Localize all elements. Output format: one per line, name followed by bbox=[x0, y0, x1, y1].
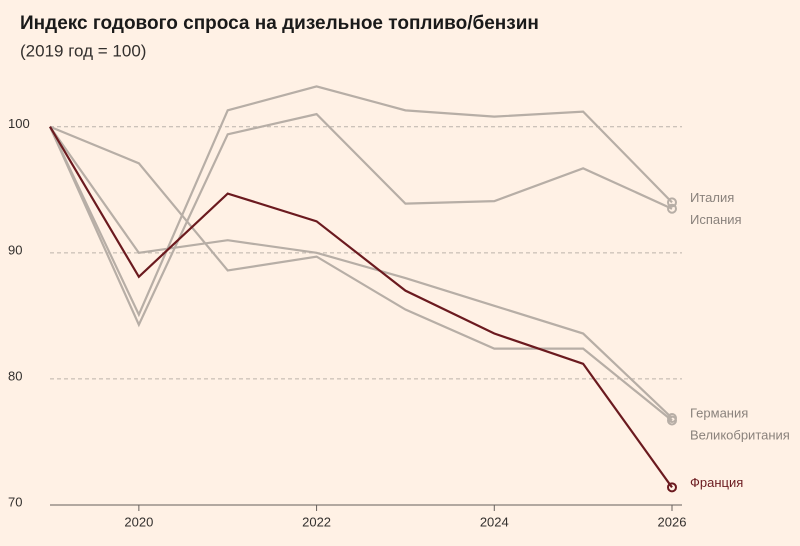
series-line bbox=[49, 85, 673, 318]
series-label: Италия bbox=[690, 190, 734, 205]
end-marker bbox=[667, 415, 677, 426]
series-line bbox=[48, 112, 673, 328]
series-line bbox=[49, 126, 673, 488]
chart-title: Индекс годового спроса на дизельное топл… bbox=[20, 13, 539, 34]
series-label: Франция bbox=[690, 475, 743, 490]
series-label: Испания bbox=[690, 212, 742, 227]
series-label: Германия bbox=[690, 405, 748, 420]
chart-subtitle: (2019 год = 100) bbox=[20, 41, 146, 60]
end-marker bbox=[667, 203, 677, 214]
x-tick-label: 2020 bbox=[124, 514, 153, 529]
x-tick-label: 2022 bbox=[302, 514, 331, 529]
end-marker bbox=[667, 197, 677, 208]
y-tick-label: 80 bbox=[8, 368, 22, 383]
series-label: Великобритания bbox=[690, 427, 790, 442]
end-marker bbox=[667, 482, 677, 493]
y-tick-label: 100 bbox=[8, 116, 30, 131]
y-tick-label: 70 bbox=[8, 494, 22, 509]
y-tick-label: 90 bbox=[8, 242, 22, 257]
x-tick-label: 2024 bbox=[480, 514, 509, 529]
x-tick-label: 2026 bbox=[658, 514, 687, 529]
series-line bbox=[49, 126, 673, 419]
series-line bbox=[49, 125, 673, 422]
